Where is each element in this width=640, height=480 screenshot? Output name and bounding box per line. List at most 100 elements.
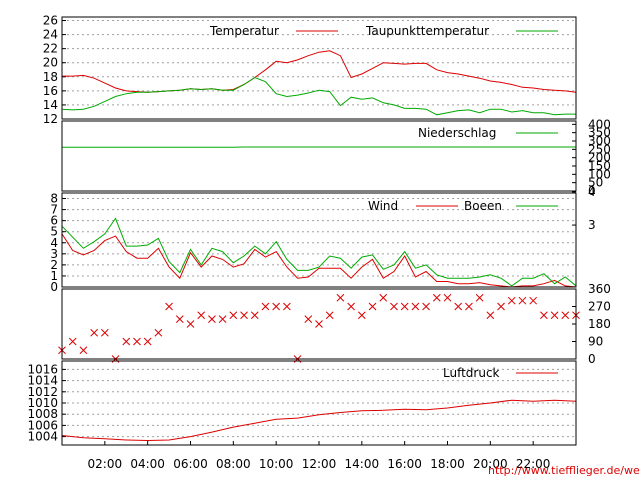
y-right-tick-label: 3 [588,218,596,232]
y-right-tick-label: 0 [588,352,596,366]
y-tick-label: 14 [43,98,58,112]
legend-label: Niederschlag [418,126,496,140]
series-line-boeen [61,217,577,287]
wind-direction-point [315,320,323,328]
wind-direction-point [475,293,484,302]
series-line-taupunkttemperatur [61,76,576,116]
y-right-tick-label: 360 [588,282,611,296]
panel-frame [61,288,577,360]
y-tick-label: 22 [43,42,58,56]
wind-direction-point [208,315,216,323]
wind-direction-point [79,346,88,355]
wind-direction-point [186,320,195,328]
wind-direction-point [122,337,131,346]
legend-label: Taupunkttemperatur [365,24,489,38]
x-tick-label: 14:00 [345,457,380,471]
panel-3 [61,191,577,288]
wind-direction-point [325,311,334,320]
wind-direction-point [540,311,548,320]
wind-direction-point [379,293,388,302]
wind-direction-point [90,328,98,337]
x-tick-label: 22:00 [516,457,551,471]
wind-direction-point [283,302,291,311]
y-right-tick-label: 90 [588,335,603,349]
y-tick-label: 1010 [27,396,58,410]
wind-direction-point [261,302,270,311]
legend-label: Wind [368,199,398,213]
y-right-tick-label: 270 [588,300,611,314]
wind-direction-point [68,337,77,346]
x-tick-label: 18:00 [430,457,465,471]
wind-direction-point [465,302,473,311]
y-tick-label: 0 [50,280,58,294]
wind-direction-point [229,311,238,320]
y-tick-label: 4 [50,236,58,250]
wind-direction-point [165,302,173,311]
wind-direction-point [100,328,109,337]
y-right-tick-label: 4 [588,185,596,199]
y-right-tick-label: 50 [588,176,603,190]
y-tick-label: 1006 [27,418,58,432]
x-tick-label: 12:00 [302,457,337,471]
wind-direction-point [486,311,495,320]
wind-direction-point [240,311,248,320]
panel-frame [61,192,577,288]
wind-direction-point [400,302,409,311]
wind-direction-point [175,315,184,323]
x-tick-label: 20:00 [473,457,508,471]
y-tick-label: 6 [50,214,58,228]
x-tick-label: 08:00 [216,457,251,471]
panel-frame [61,16,577,120]
panel-2 [61,120,577,192]
wind-direction-point [529,296,538,305]
series-line-wind [61,233,577,288]
y-tick-label: 1014 [27,374,58,388]
wind-direction-point [390,302,398,311]
series-line-temperatur [62,50,577,93]
x-tick-label: 04:00 [130,457,165,471]
y-tick-label: 5 [50,225,58,239]
y-right-tick-label: 350 [588,126,611,140]
wind-direction-point [347,302,355,311]
series-line-luftdruck [61,399,577,442]
wind-direction-point [422,302,430,311]
y-tick-label: 3 [50,247,58,261]
x-tick-label: 06:00 [173,457,208,471]
x-tick-label: 02:00 [88,457,123,471]
wind-direction-point [357,311,366,320]
y-right-tick-label: 0 [588,184,596,198]
panel-4 [58,288,580,363]
y-tick-label: 7 [50,203,58,217]
y-tick-label: 26 [43,14,58,28]
y-right-tick-label: 100 [588,167,611,181]
wind-direction-point [250,311,259,320]
source-link[interactable]: http://www.tiefflieger.de/wetter/ [488,464,640,477]
y-right-tick-label: 250 [588,142,611,156]
y-tick-label: 1016 [27,362,58,376]
y-right-tick-label: 200 [588,151,611,165]
y-tick-label: 12 [43,112,58,126]
y-tick-label: 24 [43,28,58,42]
wind-direction-point [154,328,163,337]
y-tick-label: 1008 [27,407,58,421]
x-tick-label: 16:00 [387,457,422,471]
wind-direction-point [432,293,441,302]
wind-direction-point [133,337,141,346]
wind-direction-point [143,337,152,346]
y-tick-label: 1012 [27,385,58,399]
wind-direction-point [454,302,463,311]
y-right-tick-label: 180 [588,317,611,331]
wind-direction-point [368,302,377,311]
y-right-tick-label: 400 [588,117,611,131]
legend-label: Temperatur [209,24,279,38]
y-tick-label: 20 [43,56,58,70]
wind-direction-point [443,293,452,302]
y-tick-label: 18 [43,70,58,84]
wind-direction-point [507,296,516,305]
wind-direction-point [304,315,313,323]
y-tick-label: 1 [50,269,58,283]
wind-direction-point [411,302,420,311]
y-right-tick-label: 150 [588,159,611,173]
y-tick-label: 2 [50,258,58,272]
